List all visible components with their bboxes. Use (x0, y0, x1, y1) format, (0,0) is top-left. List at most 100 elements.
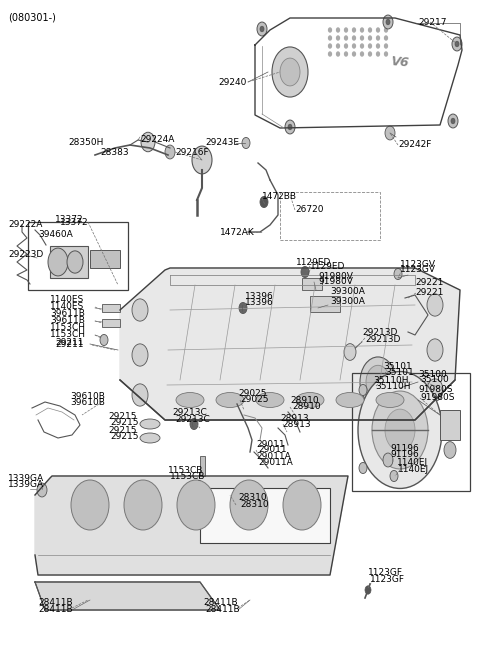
Circle shape (301, 267, 309, 278)
Circle shape (384, 28, 387, 32)
Circle shape (280, 58, 300, 86)
Circle shape (359, 384, 367, 395)
Text: 39610B: 39610B (70, 398, 105, 407)
Text: 1140ES: 1140ES (50, 295, 84, 304)
Circle shape (451, 118, 455, 124)
Circle shape (427, 339, 443, 361)
Ellipse shape (230, 480, 268, 530)
Polygon shape (35, 582, 220, 610)
Ellipse shape (140, 419, 160, 429)
Text: 29011A: 29011A (256, 452, 291, 461)
Text: 29242F: 29242F (398, 140, 432, 149)
Circle shape (336, 28, 339, 32)
Text: 1140EJ: 1140EJ (397, 458, 428, 467)
Circle shape (369, 28, 372, 32)
Circle shape (242, 138, 250, 148)
Circle shape (352, 44, 356, 48)
Text: 28411B: 28411B (205, 605, 240, 614)
Text: 35101: 35101 (383, 362, 412, 371)
Text: 13396: 13396 (245, 298, 274, 307)
Circle shape (352, 28, 356, 32)
Text: 1123GF: 1123GF (370, 575, 405, 584)
Text: 29025: 29025 (238, 389, 266, 398)
Text: (080301-): (080301-) (8, 12, 56, 22)
Circle shape (260, 196, 268, 208)
Text: 1129ED: 1129ED (310, 262, 346, 271)
Circle shape (345, 28, 348, 32)
Circle shape (48, 248, 68, 276)
Text: 39460A: 39460A (38, 230, 73, 239)
Text: 1339GA: 1339GA (8, 480, 44, 489)
Bar (352, 373, 470, 491)
Circle shape (328, 28, 332, 32)
Circle shape (383, 453, 393, 467)
Text: 29011: 29011 (258, 445, 287, 454)
Circle shape (192, 146, 212, 174)
Circle shape (394, 269, 402, 280)
Circle shape (336, 44, 339, 48)
Circle shape (141, 132, 155, 152)
Text: 91980S: 91980S (420, 393, 455, 402)
Bar (50, 246, 88, 278)
Circle shape (360, 357, 396, 407)
Circle shape (452, 37, 462, 51)
Ellipse shape (216, 393, 244, 407)
Circle shape (369, 36, 372, 40)
Text: 28910: 28910 (290, 396, 319, 405)
Text: 1153CH: 1153CH (50, 330, 86, 339)
Text: 1472BB: 1472BB (262, 192, 297, 201)
Ellipse shape (124, 480, 162, 530)
Circle shape (165, 145, 175, 159)
Circle shape (383, 15, 393, 29)
Circle shape (358, 371, 442, 488)
Circle shape (288, 124, 292, 130)
Circle shape (376, 28, 380, 32)
Text: 35100: 35100 (420, 375, 449, 384)
Circle shape (427, 294, 443, 316)
Circle shape (328, 44, 332, 48)
Circle shape (190, 418, 198, 430)
Circle shape (376, 44, 380, 48)
Text: 26720: 26720 (295, 205, 324, 214)
Text: 39300A: 39300A (330, 297, 365, 306)
Text: 39611B: 39611B (50, 309, 85, 318)
Bar (310, 296, 340, 312)
Text: 1123GF: 1123GF (368, 568, 403, 577)
Text: 29213D: 29213D (365, 335, 400, 344)
Circle shape (345, 44, 348, 48)
Circle shape (257, 22, 267, 36)
Text: 29213C: 29213C (172, 408, 207, 417)
Text: 29221: 29221 (415, 278, 444, 287)
Bar (200, 488, 330, 543)
Text: 28411B: 28411B (203, 598, 238, 607)
Circle shape (239, 303, 247, 313)
Text: 1153CH: 1153CH (50, 323, 86, 332)
Circle shape (132, 384, 148, 406)
Text: 91980V: 91980V (318, 272, 353, 281)
Text: 1472AK: 1472AK (220, 228, 255, 237)
Circle shape (272, 47, 308, 97)
Circle shape (390, 470, 398, 482)
Ellipse shape (296, 393, 324, 407)
Circle shape (260, 26, 264, 32)
Circle shape (384, 52, 387, 56)
Circle shape (360, 28, 363, 32)
Ellipse shape (336, 393, 364, 407)
Circle shape (352, 52, 356, 56)
Text: 28913: 28913 (282, 420, 311, 429)
Ellipse shape (71, 480, 109, 530)
Circle shape (352, 36, 356, 40)
Circle shape (369, 44, 372, 48)
Text: 29223D: 29223D (8, 250, 43, 259)
Text: 28910: 28910 (292, 402, 321, 411)
Circle shape (67, 251, 83, 273)
Text: 29211: 29211 (55, 340, 84, 349)
Bar (200, 456, 205, 476)
Circle shape (366, 365, 390, 399)
Text: 35100: 35100 (418, 370, 447, 379)
Circle shape (336, 52, 339, 56)
Text: 13396: 13396 (245, 292, 274, 301)
Circle shape (369, 52, 372, 56)
Text: 29213D: 29213D (362, 328, 397, 337)
Circle shape (455, 41, 459, 47)
